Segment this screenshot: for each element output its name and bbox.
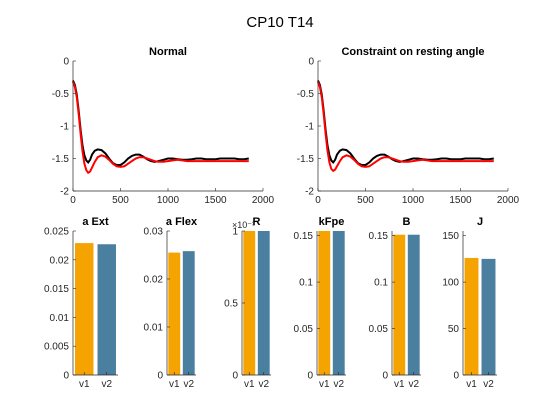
- subplot-title: Constraint on resting angle: [341, 46, 484, 58]
- subplot-8: Jv1 v2 0 50 100 150: [442, 216, 497, 390]
- bar-v1: [318, 231, 331, 375]
- y-tick-label: 0: [307, 371, 313, 382]
- y-tick-label: 0: [232, 371, 238, 382]
- subplot-2: Constraint on resting angle 0 500 1000 1500 2…: [297, 46, 520, 206]
- subplot-title: Normal: [149, 46, 187, 58]
- x-tick-label: 0: [70, 195, 76, 206]
- y-tick-label: -0.5: [52, 89, 70, 100]
- y-tick-label: 0: [382, 371, 388, 382]
- y-tick-label: 0.1: [374, 278, 388, 289]
- subplot-title: kFpe: [319, 216, 345, 228]
- series-line-1: [317, 80, 494, 166]
- bar-v2: [182, 251, 195, 375]
- x-tick-label: 1500: [204, 195, 227, 206]
- y-tick-label: -2: [305, 187, 314, 198]
- y-tick-label: 1: [232, 227, 238, 238]
- bar-v2: [97, 244, 116, 375]
- x-tick-label: v1: [169, 379, 180, 390]
- y-tick-label: -2: [60, 187, 69, 198]
- bar-v2: [481, 258, 496, 375]
- subplot-title: B: [403, 216, 411, 228]
- y-tick-label: 0.15: [294, 231, 314, 242]
- bar-v2: [407, 234, 420, 375]
- y-tick-label: 0.15: [369, 231, 389, 242]
- y-tick-label: 0.015: [44, 284, 69, 295]
- y-tick-label: 0.5: [224, 299, 238, 310]
- subplot-4: a Flex v1 v2 0 0.01 0.02 0.03: [144, 216, 198, 390]
- y-tick-label: 0.01: [144, 323, 164, 334]
- y-tick-label: 0: [308, 57, 314, 68]
- bar-v1: [75, 243, 94, 375]
- y-tick-label: 0: [63, 371, 69, 382]
- y-tick-label: 0.005: [44, 342, 69, 353]
- y-tick-label: -1: [60, 122, 69, 133]
- x-tick-label: 500: [112, 195, 129, 206]
- subplot-7: Bv1 v2 0 0.05 0.1 0.15: [369, 216, 421, 390]
- subplot-title: R: [253, 216, 261, 228]
- bar-v1: [243, 231, 256, 375]
- y-tick-label: 0.1: [299, 278, 313, 289]
- y-tick-label: 0: [157, 371, 163, 382]
- y-tick-label: 0.02: [50, 255, 70, 266]
- x-tick-label: v2: [183, 379, 194, 390]
- y-tick-label: -1: [305, 122, 314, 133]
- y-tick-label: 50: [448, 324, 460, 335]
- y-tick-label: 0.05: [294, 324, 314, 335]
- x-tick-label: 1500: [449, 195, 472, 206]
- y-tick-label: 0.02: [144, 275, 164, 286]
- y-tick-label: 0: [453, 371, 459, 382]
- y-tick-label: 0.03: [144, 227, 164, 238]
- axis-exponent-label: ×10⁻³: [232, 220, 255, 230]
- series-line-2: [317, 81, 494, 173]
- y-tick-label: -0.5: [297, 89, 315, 100]
- x-tick-label: v2: [101, 379, 112, 390]
- bar-v1: [464, 257, 479, 375]
- bar-v2: [332, 231, 345, 375]
- y-tick-label: 0: [63, 57, 69, 68]
- subplot-3: a Ext v1 v2 0 0.005 0.01 0.015 0.02 0.025: [44, 216, 118, 390]
- y-tick-label: 100: [442, 278, 459, 289]
- subplot-6: kFpe v1 v2 0 0.05 0.1 0.15: [294, 216, 346, 390]
- x-tick-label: v1: [394, 379, 405, 390]
- x-tick-label: 1000: [157, 195, 180, 206]
- subplot-title: a Ext: [82, 216, 109, 228]
- series-line-1: [72, 80, 249, 166]
- y-tick-label: -1.5: [297, 154, 315, 165]
- y-tick-label: 150: [442, 231, 459, 242]
- x-tick-label: v2: [258, 379, 269, 390]
- y-tick-label: 0.025: [44, 227, 69, 238]
- figure-title: CP10 T14: [246, 14, 313, 31]
- x-tick-label: v2: [408, 379, 419, 390]
- subplot-title: a Flex: [166, 216, 198, 228]
- subplot-1: Normal 0 500 1000 1500 2000 0 -0.5 -1 -1.5 -2: [52, 46, 275, 206]
- bar-v1: [168, 252, 181, 375]
- y-tick-label: -1.5: [52, 154, 70, 165]
- subplot-5: Rv1 v2 0 0.5 1×10⁻³: [224, 216, 271, 390]
- y-tick-label: 0.01: [50, 313, 70, 324]
- x-tick-label: v1: [244, 379, 255, 390]
- x-tick-label: 0: [315, 195, 321, 206]
- x-tick-label: v2: [483, 379, 494, 390]
- x-tick-label: 1000: [402, 195, 425, 206]
- x-tick-label: v2: [333, 379, 344, 390]
- bar-v1: [393, 234, 406, 375]
- series-line-2: [72, 81, 249, 175]
- x-tick-label: v1: [319, 379, 330, 390]
- y-tick-label: 0.05: [369, 324, 389, 335]
- x-tick-label: v1: [466, 379, 477, 390]
- x-tick-label: v1: [79, 379, 90, 390]
- x-tick-label: 2000: [252, 195, 275, 206]
- bar-v2: [257, 231, 270, 375]
- subplot-title: J: [477, 216, 483, 228]
- x-tick-label: 500: [357, 195, 374, 206]
- x-tick-label: 2000: [497, 195, 520, 206]
